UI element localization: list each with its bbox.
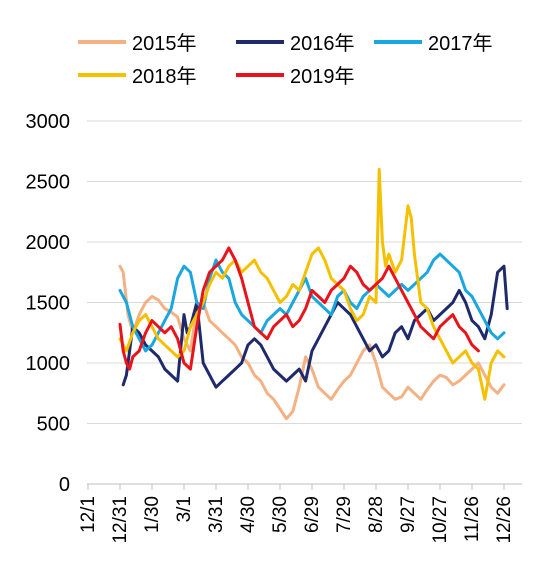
x-tick-label: 12/1 (78, 496, 99, 533)
series-line-5 (118, 246, 480, 371)
y-tick-label: 0 (59, 474, 70, 496)
y-tick-label: 1500 (26, 293, 71, 315)
series-line-3 (118, 252, 506, 353)
x-tick-label: 12/31 (110, 496, 131, 544)
x-tick-label: 12/26 (494, 496, 515, 544)
x-tick-label: 6/29 (302, 496, 323, 533)
y-tick-label: 2000 (26, 232, 71, 254)
legend-label: 2018年 (132, 65, 197, 88)
legend-label: 2019年 (290, 65, 355, 88)
x-tick-label: 3/1 (174, 496, 195, 522)
y-tick-label: 500 (37, 414, 70, 436)
x-tick-label: 3/31 (206, 496, 227, 533)
x-tick-label: 5/30 (270, 496, 291, 533)
y-axis-ticks: 0 500 1000 1500 2000 2500 3000 (26, 111, 71, 496)
series-lines (118, 167, 509, 421)
legend-label: 2016年 (290, 32, 355, 55)
legend: 2015年 2016年 2017年 2018年 2019年 (78, 32, 493, 88)
legend-label: 2017年 (428, 32, 493, 55)
x-tick-label: 8/28 (366, 496, 387, 533)
x-tick-label: 1/30 (142, 496, 163, 533)
y-tick-label: 3000 (26, 111, 71, 133)
x-axis: 12/1 12/31 1/30 3/1 3/31 4/30 5/30 6/29 7/29 8/28… (78, 483, 522, 544)
legend-label: 2015年 (132, 32, 197, 55)
x-tick-label: 4/30 (238, 496, 259, 533)
x-tick-label: 10/27 (430, 496, 451, 544)
x-tick-label: 9/27 (398, 496, 419, 533)
y-tick-label: 1000 (26, 353, 71, 375)
x-tick-label: 11/26 (462, 496, 483, 542)
y-tick-label: 2500 (26, 172, 71, 194)
x-tick-label: 7/29 (334, 496, 355, 533)
